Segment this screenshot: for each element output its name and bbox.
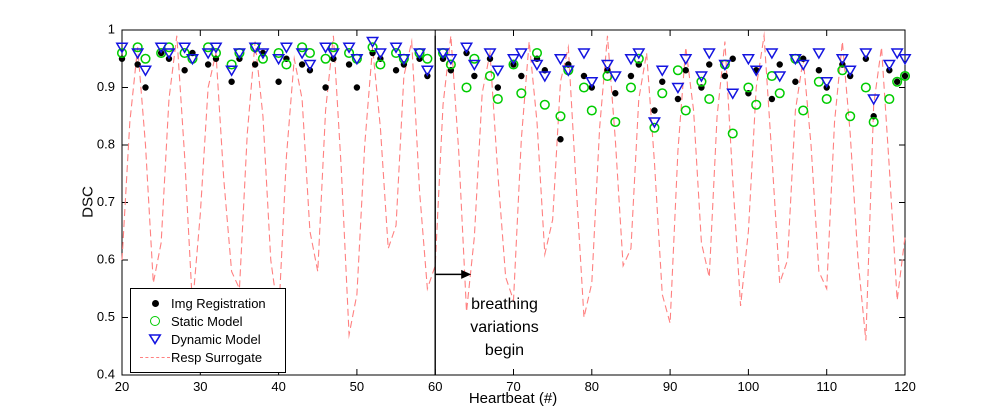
legend-label: Img Registration — [171, 295, 266, 311]
open-circle-icon — [150, 316, 160, 326]
legend-item: Resp Surrogate — [139, 348, 277, 366]
legend-item: Static Model — [139, 312, 277, 330]
annotation-text: breathing variations begin — [470, 296, 539, 360]
legend-label: Static Model — [171, 313, 243, 329]
dashed-line-icon — [140, 356, 170, 358]
legend: Img Registration Static Model Dynamic Mo… — [130, 288, 286, 373]
legend-label: Resp Surrogate — [171, 349, 263, 365]
filled-circle-icon — [151, 299, 159, 307]
x-axis-title: Heartbeat (#) — [468, 390, 558, 407]
legend-label: Dynamic Model — [171, 331, 261, 347]
open-triangle-down-icon — [148, 334, 162, 345]
y-axis-title: DSC — [79, 186, 97, 218]
legend-item: Img Registration — [139, 294, 277, 312]
legend-item: Dynamic Model — [139, 330, 277, 348]
